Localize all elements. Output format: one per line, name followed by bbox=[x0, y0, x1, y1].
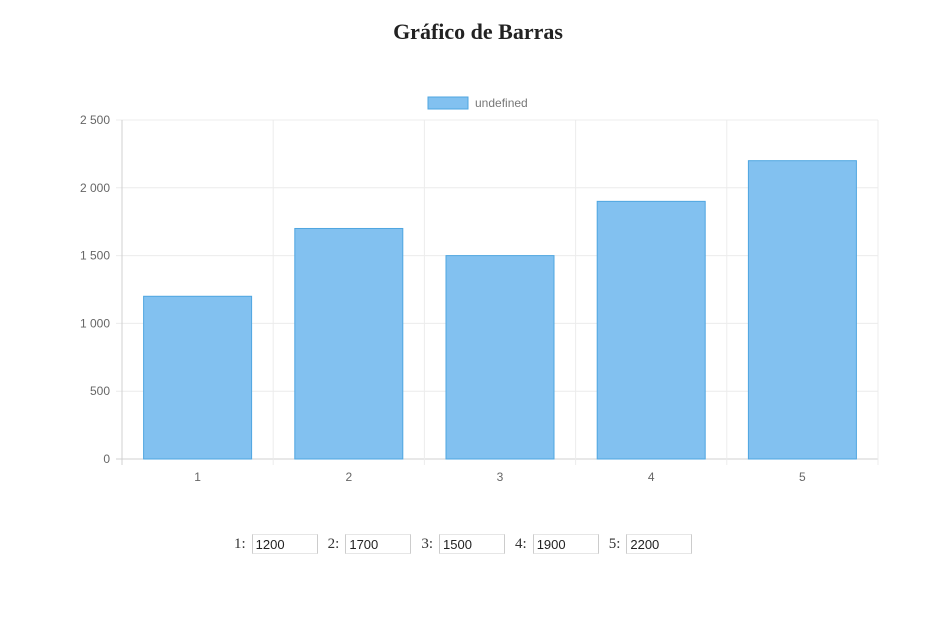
legend-swatch bbox=[427, 96, 469, 110]
y-tick-label: 1 000 bbox=[80, 316, 110, 330]
bar-chart: 0 500 1 000 1 500 2 000 2 500 1 2 3 4 5 undefined bbox=[80, 96, 879, 484]
bar-4[interactable] bbox=[596, 200, 706, 460]
value-input-5[interactable] bbox=[626, 534, 693, 554]
bar-1[interactable] bbox=[143, 295, 253, 460]
x-tick-label: 4 bbox=[648, 470, 655, 484]
y-tick-label: 500 bbox=[90, 384, 110, 398]
input-label: 2: bbox=[327, 535, 340, 552]
legend-label[interactable]: undefined bbox=[475, 96, 528, 110]
value-input-1[interactable] bbox=[251, 534, 318, 554]
axes: 0 500 1 000 1 500 2 000 2 500 1 2 3 4 5 bbox=[80, 113, 806, 484]
input-group-2: 2: bbox=[328, 534, 412, 554]
input-group-1: 1: bbox=[234, 534, 318, 554]
value-input-4[interactable] bbox=[532, 534, 599, 554]
input-label: 1: bbox=[234, 535, 246, 552]
input-label: 3: bbox=[421, 535, 434, 552]
x-tick-label: 3 bbox=[497, 470, 504, 484]
input-group-5: 5: bbox=[609, 534, 693, 554]
bar-5[interactable] bbox=[747, 160, 857, 460]
input-label: 5: bbox=[608, 535, 621, 552]
input-group-4: 4: bbox=[515, 534, 599, 554]
y-tick-label: 2 000 bbox=[80, 181, 110, 195]
x-tick-label: 1 bbox=[194, 470, 201, 484]
page-title: Gráfico de Barras bbox=[393, 19, 563, 44]
x-tick-label: 5 bbox=[799, 470, 806, 484]
legend: undefined bbox=[427, 96, 528, 110]
value-input-2[interactable] bbox=[345, 534, 412, 554]
x-tick-label: 2 bbox=[345, 470, 352, 484]
input-group-3: 3: bbox=[421, 534, 506, 554]
input-label: 4: bbox=[515, 535, 527, 552]
bar-3[interactable] bbox=[445, 255, 555, 460]
y-tick-label: 1 500 bbox=[80, 249, 110, 263]
bars bbox=[143, 160, 857, 460]
bar-2[interactable] bbox=[294, 227, 404, 460]
value-inputs: 1: 2: 3: 4: 5: bbox=[234, 533, 702, 555]
value-input-3[interactable] bbox=[439, 534, 506, 554]
y-tick-label: 2 500 bbox=[80, 113, 110, 127]
y-tick-label: 0 bbox=[103, 452, 110, 466]
